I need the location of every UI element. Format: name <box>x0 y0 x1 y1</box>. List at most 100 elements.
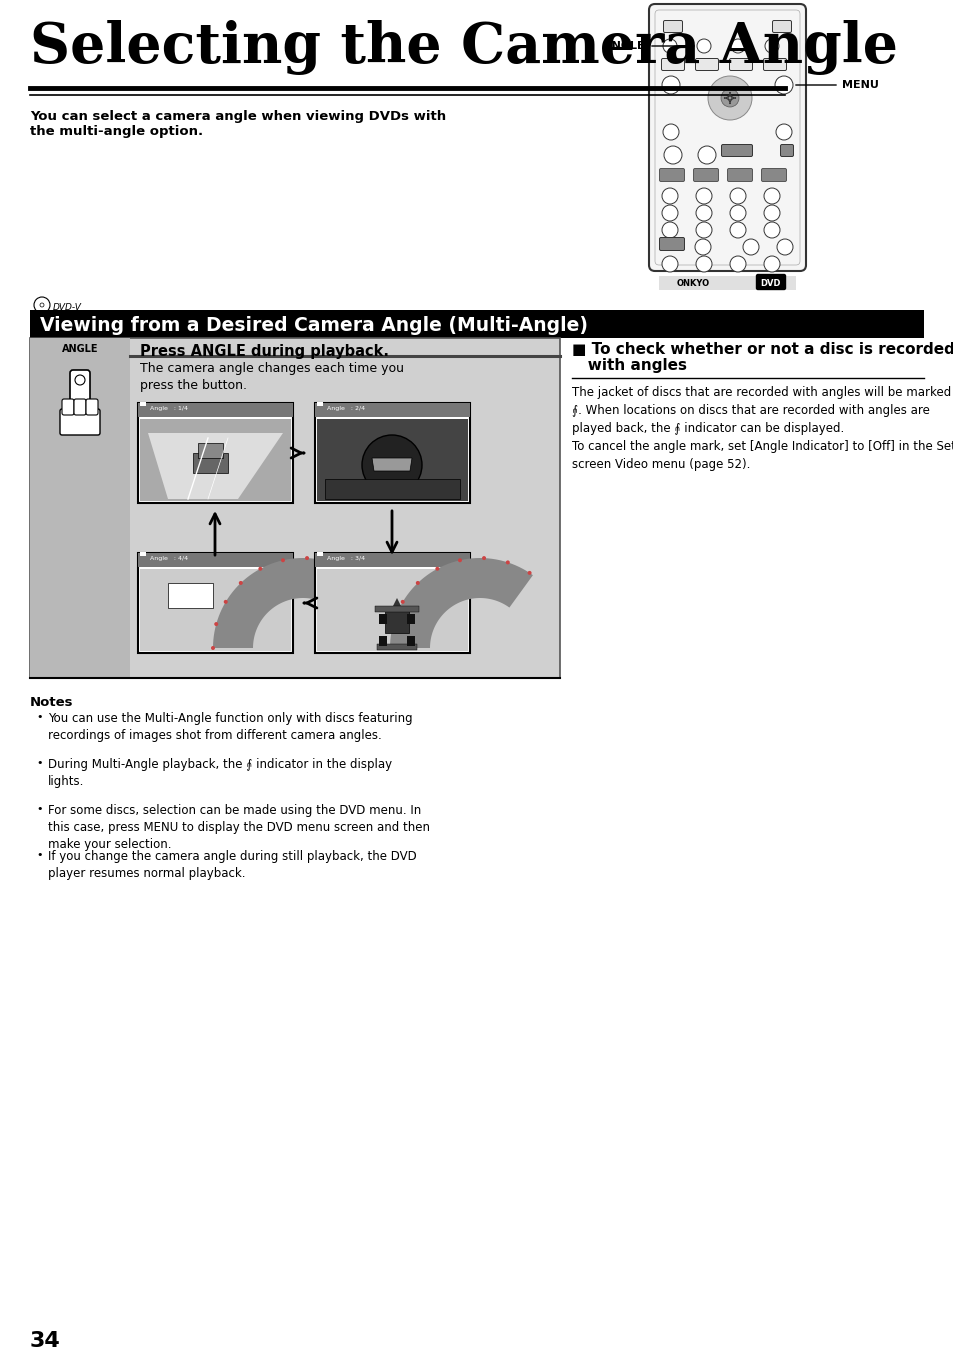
Circle shape <box>763 205 780 222</box>
Bar <box>314 403 470 503</box>
Bar <box>138 553 293 567</box>
Text: DVD-V: DVD-V <box>53 303 82 312</box>
Text: Angle   : 1/4: Angle : 1/4 <box>150 407 188 411</box>
Text: •: • <box>36 712 43 721</box>
Circle shape <box>774 76 792 95</box>
Text: The camera angle changes each time you
press the button.: The camera angle changes each time you p… <box>140 362 403 392</box>
Bar <box>376 644 416 650</box>
Circle shape <box>662 124 679 141</box>
FancyBboxPatch shape <box>662 20 681 32</box>
Circle shape <box>695 239 710 255</box>
Circle shape <box>729 222 745 238</box>
FancyBboxPatch shape <box>695 58 718 70</box>
Circle shape <box>481 557 485 561</box>
Circle shape <box>435 567 439 570</box>
Circle shape <box>742 239 759 255</box>
Text: You can select a camera angle when viewing DVDs with
the multi-angle option.: You can select a camera angle when viewi… <box>30 109 446 138</box>
Circle shape <box>361 435 421 494</box>
Circle shape <box>661 76 679 95</box>
FancyBboxPatch shape <box>86 399 98 415</box>
FancyBboxPatch shape <box>62 399 74 415</box>
Circle shape <box>696 205 711 222</box>
Bar <box>30 338 130 678</box>
Circle shape <box>707 76 751 120</box>
Circle shape <box>238 581 243 585</box>
Circle shape <box>776 239 792 255</box>
Circle shape <box>729 205 745 222</box>
Bar <box>378 636 387 646</box>
Circle shape <box>75 376 85 385</box>
Bar <box>193 453 228 473</box>
FancyBboxPatch shape <box>659 238 684 250</box>
Text: MENU: MENU <box>841 80 878 91</box>
Circle shape <box>505 561 509 565</box>
Circle shape <box>661 205 678 222</box>
FancyBboxPatch shape <box>772 20 791 32</box>
Bar <box>325 480 459 499</box>
Circle shape <box>281 558 285 562</box>
Text: Viewing from a Desired Camera Angle (Multi-Angle): Viewing from a Desired Camera Angle (Mul… <box>40 316 587 335</box>
Text: •: • <box>36 850 43 861</box>
Circle shape <box>763 188 780 204</box>
Polygon shape <box>213 558 355 648</box>
Circle shape <box>305 557 309 561</box>
Bar <box>316 419 468 501</box>
Circle shape <box>764 39 779 53</box>
Circle shape <box>696 222 711 238</box>
Bar <box>314 553 470 567</box>
FancyBboxPatch shape <box>727 169 752 181</box>
Bar <box>140 403 146 407</box>
Circle shape <box>350 571 355 576</box>
Circle shape <box>258 567 262 570</box>
Circle shape <box>661 222 678 238</box>
Bar <box>30 338 559 678</box>
Text: Angle   : 3/4: Angle : 3/4 <box>327 557 365 561</box>
Circle shape <box>729 255 745 272</box>
Bar <box>140 553 146 557</box>
Circle shape <box>763 255 780 272</box>
Bar <box>316 553 323 557</box>
Text: DVD: DVD <box>760 278 781 288</box>
Bar <box>198 443 223 458</box>
Text: •: • <box>36 804 43 815</box>
FancyBboxPatch shape <box>720 145 752 157</box>
Circle shape <box>224 600 228 604</box>
Bar <box>407 636 415 646</box>
Bar <box>659 276 795 290</box>
Circle shape <box>214 621 218 626</box>
Bar <box>140 569 291 651</box>
Bar <box>138 403 293 417</box>
Text: ■ To check whether or not a disc is recorded: ■ To check whether or not a disc is reco… <box>572 342 953 357</box>
Circle shape <box>729 188 745 204</box>
FancyBboxPatch shape <box>780 145 793 157</box>
Bar <box>168 584 213 608</box>
FancyBboxPatch shape <box>756 274 784 289</box>
Text: For some discs, selection can be made using the DVD menu. In
this case, press ME: For some discs, selection can be made us… <box>48 804 430 851</box>
Bar <box>375 607 418 612</box>
Bar <box>30 309 923 338</box>
Circle shape <box>457 558 461 562</box>
FancyBboxPatch shape <box>70 370 90 407</box>
Circle shape <box>662 39 677 53</box>
Text: Notes: Notes <box>30 696 73 709</box>
Text: Angle   : 4/4: Angle : 4/4 <box>150 557 188 561</box>
Bar <box>138 553 293 653</box>
Polygon shape <box>372 458 412 471</box>
Circle shape <box>698 146 716 163</box>
Text: Selecting the Camera Angle: Selecting the Camera Angle <box>30 20 897 76</box>
Bar <box>378 613 387 624</box>
Bar <box>314 553 470 653</box>
FancyBboxPatch shape <box>60 409 100 435</box>
Circle shape <box>663 146 681 163</box>
Circle shape <box>211 646 214 650</box>
Text: ONKYO: ONKYO <box>676 278 709 288</box>
Polygon shape <box>390 558 533 648</box>
Bar <box>138 403 293 503</box>
Circle shape <box>661 188 678 204</box>
Polygon shape <box>392 598 401 608</box>
Bar <box>316 569 468 651</box>
Circle shape <box>775 124 791 141</box>
FancyBboxPatch shape <box>648 4 805 272</box>
FancyBboxPatch shape <box>760 169 785 181</box>
Text: •: • <box>36 758 43 767</box>
